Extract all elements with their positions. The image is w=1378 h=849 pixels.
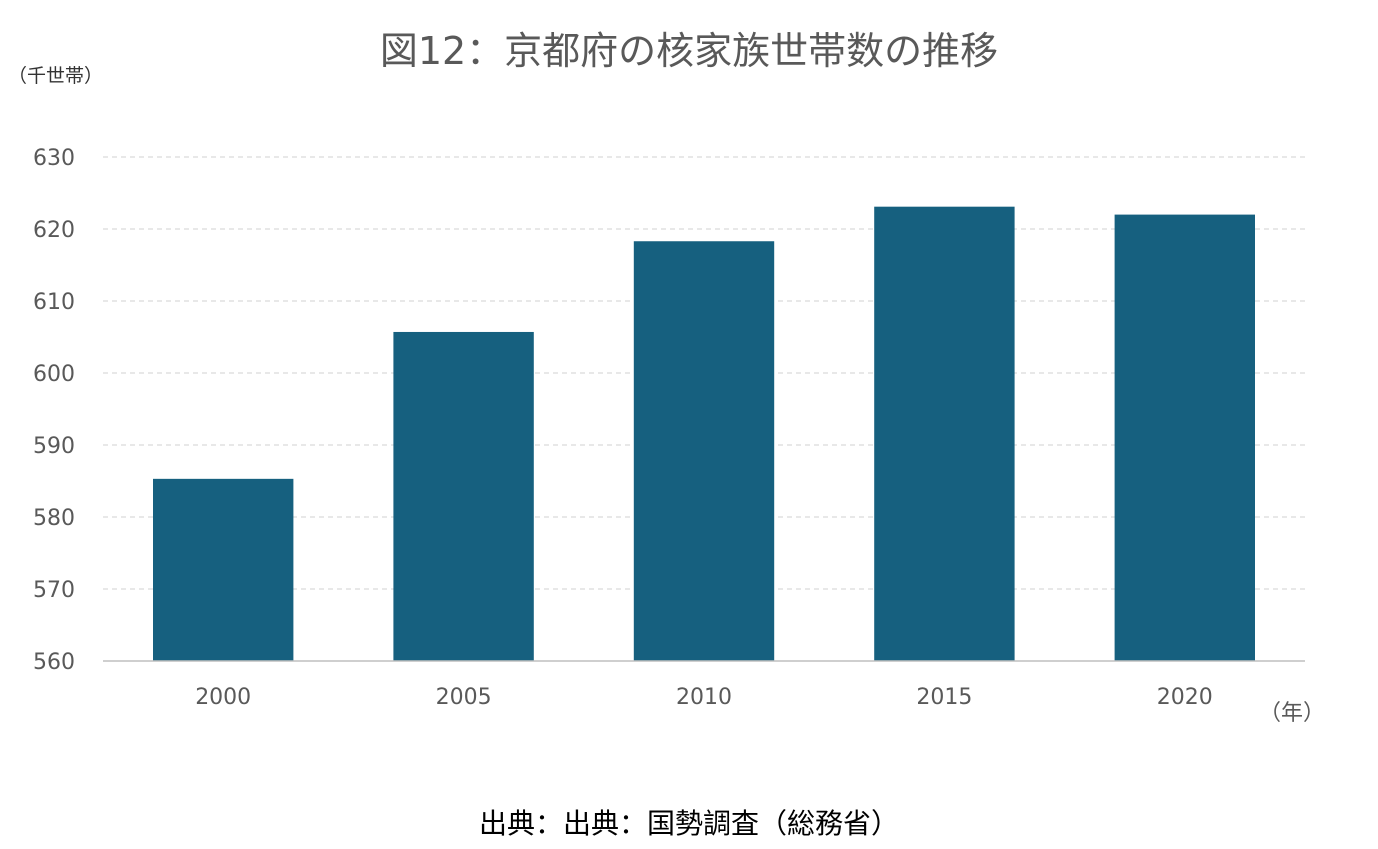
x-tick-label: 2010 xyxy=(676,685,732,710)
x-tick-label: 2000 xyxy=(195,685,251,710)
chart-title: 図12：京都府の核家族世帯数の推移 xyxy=(380,29,998,73)
bar-2000 xyxy=(153,478,294,661)
bar-2020 xyxy=(1114,214,1255,661)
y-tick-label: 600 xyxy=(33,362,75,387)
y-axis-unit-label: （千世帯） xyxy=(8,65,103,87)
x-axis-ticks: 2000 2005 2010 2015 2020 xyxy=(195,685,1213,710)
x-axis-unit-label: （年） xyxy=(1259,701,1325,726)
y-tick-label: 590 xyxy=(33,434,75,459)
bar-2005 xyxy=(393,331,534,661)
bars xyxy=(153,206,1255,662)
y-tick-label: 580 xyxy=(33,506,75,531)
x-tick-label: 2015 xyxy=(916,685,972,710)
bar-2010 xyxy=(633,241,775,662)
source-note: 出典：出典：国勢調査（総務省） xyxy=(479,807,899,840)
x-tick-label: 2020 xyxy=(1157,685,1213,710)
y-tick-label: 620 xyxy=(33,218,75,243)
y-tick-label: 570 xyxy=(33,578,75,603)
bar-2015 xyxy=(874,206,1015,661)
y-tick-label: 630 xyxy=(33,146,75,171)
y-axis-ticks: 560 570 580 590 600 610 620 630 xyxy=(33,146,75,675)
gridlines xyxy=(103,156,1305,590)
y-tick-label: 560 xyxy=(33,650,75,675)
x-tick-label: 2005 xyxy=(436,685,492,710)
y-tick-label: 610 xyxy=(33,290,75,315)
